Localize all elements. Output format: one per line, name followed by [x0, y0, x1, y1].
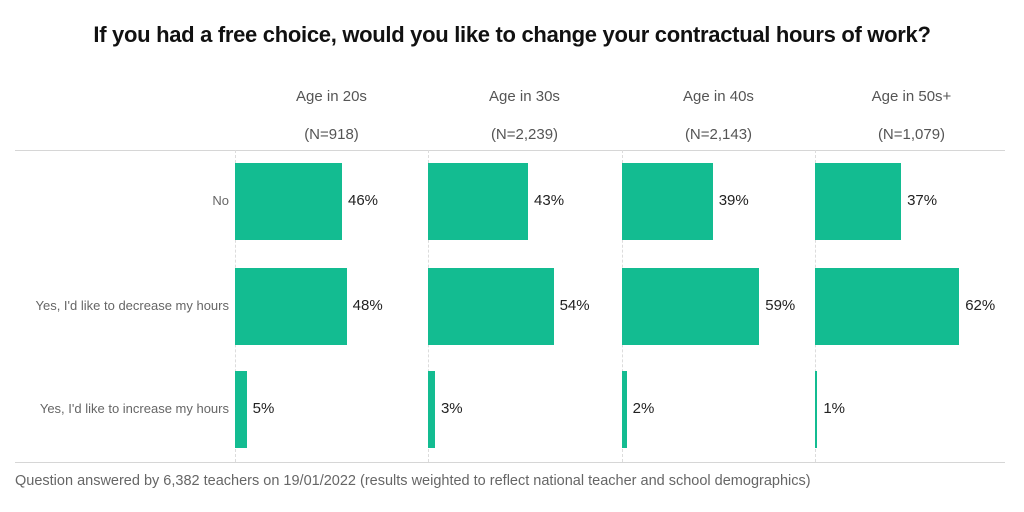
row-label: Yes, I'd like to decrease my hours — [35, 297, 230, 313]
data-label: 3% — [440, 399, 463, 417]
data-label: 59% — [765, 296, 796, 314]
bar — [428, 163, 529, 240]
row-label: Yes, I'd like to increase my hours — [39, 400, 229, 416]
panel-title: Age in 20s — [296, 88, 367, 105]
panel-title: Age in 30s — [489, 88, 560, 105]
data-label: 5% — [252, 399, 275, 417]
data-label: 48% — [352, 296, 383, 314]
data-label: 46% — [348, 191, 379, 209]
data-label: 37% — [907, 191, 938, 209]
bar — [235, 268, 347, 345]
bar — [815, 163, 902, 240]
bar — [815, 371, 818, 448]
panel-sample-size: (N=2,239) — [490, 126, 559, 143]
data-label: 54% — [559, 296, 590, 314]
bar — [622, 268, 760, 345]
data-label: 62% — [965, 296, 996, 314]
panel-title: Age in 50s+ — [871, 88, 952, 105]
chart-title: If you had a free choice, would you like… — [93, 22, 931, 47]
top-rule — [15, 150, 1005, 151]
panel-sample-size: (N=2,143) — [684, 126, 753, 143]
row-label: No — [212, 192, 229, 208]
bar — [235, 163, 342, 240]
bar — [428, 371, 435, 448]
data-label: 2% — [632, 399, 655, 417]
bar — [815, 268, 960, 345]
panel-title: Age in 40s — [683, 88, 754, 105]
bar — [235, 371, 247, 448]
data-label: 43% — [534, 191, 565, 209]
bar — [622, 371, 627, 448]
data-label: 1% — [823, 399, 845, 417]
data-label: 39% — [718, 191, 749, 209]
panel-sample-size: (N=1,079) — [877, 126, 946, 143]
bottom-rule — [15, 462, 1005, 463]
bar — [428, 268, 554, 345]
bar — [622, 163, 713, 240]
footnote: Question answered by 6,382 teachers on 1… — [15, 473, 811, 489]
panel-sample-size: (N=918) — [304, 126, 359, 143]
